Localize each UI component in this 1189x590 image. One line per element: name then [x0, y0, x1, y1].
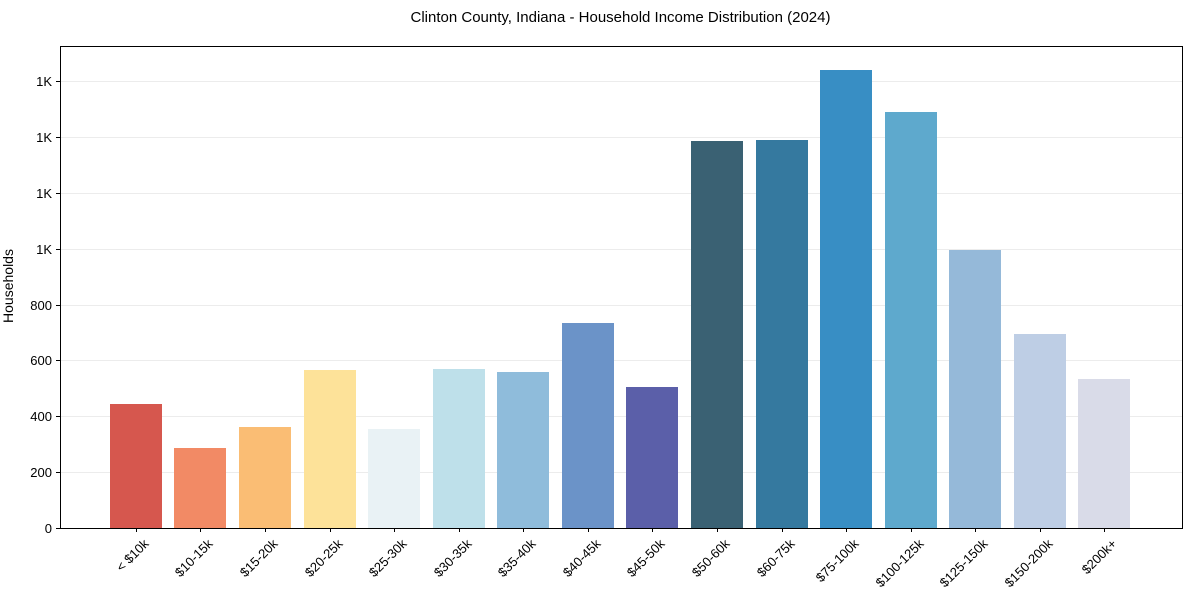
x-tick-label: $15-20k — [236, 536, 281, 580]
bar-30-35k — [432, 368, 485, 528]
gridline-y-400 — [61, 416, 1182, 418]
plot-area — [60, 46, 1183, 529]
x-tick-label: $10-15k — [172, 536, 216, 580]
x-tick-mark — [523, 528, 525, 532]
x-tick-mark — [200, 528, 202, 532]
bar-20-25k — [303, 370, 356, 528]
bar-125-150k — [949, 250, 1002, 528]
gridline-y-1000 — [61, 248, 1182, 250]
x-tick-mark — [716, 528, 718, 532]
x-tick-mark — [781, 528, 783, 532]
x-tick-label: $200k+ — [1078, 536, 1120, 578]
gridline-y-800 — [61, 304, 1182, 306]
x-tick-mark — [652, 528, 654, 532]
y-tick-label: 1K — [36, 241, 52, 257]
x-tick-mark — [1104, 528, 1106, 532]
x-tick-label: $25-30k — [365, 536, 410, 580]
bar-50-60k — [690, 141, 743, 528]
x-tick-label: $40-45k — [559, 536, 604, 580]
bar-150-200k — [1013, 333, 1066, 528]
bar-40-45k — [561, 322, 614, 528]
y-tick-label: 0 — [44, 521, 52, 536]
y-tick-label: 800 — [30, 297, 52, 313]
x-tick-mark — [329, 528, 331, 532]
x-tick-mark — [264, 528, 266, 532]
x-tick-mark — [1039, 528, 1041, 532]
x-tick-mark — [587, 528, 589, 532]
x-tick-mark — [975, 528, 977, 532]
y-tick-label: 1K — [36, 129, 52, 145]
bar-10k — [109, 403, 162, 528]
gridline-y-1400 — [61, 136, 1182, 138]
x-tick-label: $75-100k — [812, 536, 862, 585]
x-tick-label: $50-60k — [688, 536, 733, 580]
x-tick-label: $35-40k — [494, 536, 539, 580]
y-tick-label: 600 — [30, 353, 52, 369]
y-tick-mark — [56, 304, 60, 306]
y-tick-label: 1K — [36, 74, 52, 90]
y-tick-label: 200 — [30, 465, 52, 481]
bar-35-40k — [497, 371, 550, 528]
bar-25-30k — [368, 428, 421, 528]
x-tick-label: $45-50k — [624, 536, 668, 580]
y-axis-label: Households — [0, 249, 16, 323]
y-tick-mark — [56, 248, 60, 250]
y-tick-mark — [56, 136, 60, 138]
x-tick-label: $20-25k — [301, 536, 346, 580]
gridline-y-600 — [61, 360, 1182, 362]
x-tick-mark — [458, 528, 460, 532]
y-tick-mark — [56, 360, 60, 362]
gridline-y-1200 — [61, 192, 1182, 194]
x-tick-mark — [846, 528, 848, 532]
x-tick-label: $125-150k — [936, 536, 991, 590]
x-tick-mark — [135, 528, 137, 532]
x-tick-mark — [910, 528, 912, 532]
bar-45-50k — [626, 386, 679, 528]
bar-60-75k — [755, 139, 808, 528]
y-tick-mark — [56, 81, 60, 83]
bar-75-100k — [820, 69, 873, 528]
x-tick-label: < $10k — [112, 536, 152, 575]
chart-title: Clinton County, Indiana - Household Inco… — [410, 9, 831, 26]
x-tick-label: $100-125k — [872, 536, 927, 590]
bar-200k — [1078, 378, 1131, 528]
y-tick-mark — [56, 472, 60, 474]
x-tick-mark — [394, 528, 396, 532]
bar-10-15k — [174, 448, 227, 528]
bar-100-125k — [884, 111, 937, 528]
y-tick-mark — [56, 192, 60, 194]
y-tick-label: 1K — [36, 185, 52, 201]
gridline-y-1600 — [61, 81, 1182, 83]
y-tick-label: 400 — [30, 409, 52, 425]
x-tick-label: $60-75k — [753, 536, 798, 580]
gridline-y-200 — [61, 472, 1182, 474]
bar-15-20k — [238, 427, 291, 528]
x-tick-label: $30-35k — [430, 536, 475, 580]
x-tick-label: $150-200k — [1001, 536, 1056, 590]
y-tick-mark — [56, 528, 60, 529]
y-tick-mark — [56, 416, 60, 418]
